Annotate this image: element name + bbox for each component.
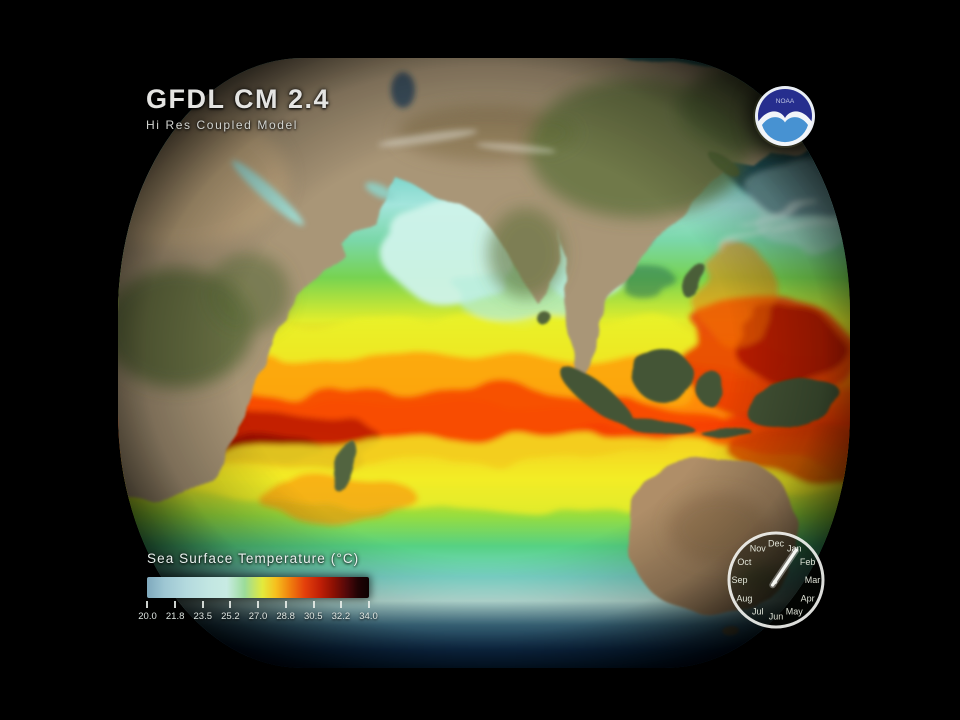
dial-month-oct: Oct [737,557,752,567]
tick-label: 21.8 [165,611,185,622]
dial-month-aug: Aug [736,593,752,603]
globe-vignette [118,58,850,668]
tick-mark [146,601,148,608]
colorbar-gradient [147,577,369,598]
dial-month-jul: Jul [752,607,764,617]
tick-label: 30.5 [304,611,323,622]
tick-mark [312,601,315,608]
tick-label: 25.2 [221,611,240,622]
noaa-logo-text: NOAA [776,98,795,105]
tick-mark [201,601,204,608]
dial-month-jun: Jun [769,612,784,622]
dial-month-nov: Nov [750,543,767,553]
tick-label: 23.5 [193,611,213,622]
tick-mark [173,601,176,608]
colorbar-ticks [146,601,370,608]
dial-month-jan: Jan [787,543,802,553]
sst-map-art [118,58,850,668]
model-subtitle: Hi Res Coupled Model [146,118,299,132]
sst-globe-map [118,58,850,668]
colorbar-title: Sea Surface Temperature (°C) [147,551,360,566]
tick-mark [368,601,370,608]
tick-mark [284,601,287,608]
noaa-logo-icon: NOAA [755,86,815,146]
noaa-logo: NOAA [753,84,817,148]
dial-needle-hub [772,579,778,585]
tick-label: 27.0 [248,611,268,622]
model-title: GFDL CM 2.4 [146,84,331,114]
tick-mark [229,601,232,608]
tick-label: 20.0 [138,611,157,622]
colorbar-tick-labels: 20.0 21.8 23.5 25.2 27.0 28.8 30.5 32.2 … [134,611,382,622]
dial-needle [770,548,798,587]
tick-label: 34.0 [359,611,378,622]
dial-month-dec: Dec [768,539,785,549]
dial-month-apr: Apr [801,593,815,603]
tick-label: 28.8 [276,611,295,622]
tick-mark [257,601,259,608]
dial-month-may: May [786,607,804,617]
month-dial-face: Dec Jan Feb Mar Apr May Jun Jul Aug Sep … [727,531,825,629]
month-dial: Dec Jan Feb Mar Apr May Jun Jul Aug Sep … [720,524,832,636]
dial-month-feb: Feb [800,557,816,567]
tick-label: 32.2 [331,611,351,622]
title-block: GFDL CM 2.4 Hi Res Coupled Model [146,84,330,132]
dial-month-mar: Mar [805,575,821,585]
dial-month-sep: Sep [731,575,747,585]
tick-mark [340,601,343,608]
